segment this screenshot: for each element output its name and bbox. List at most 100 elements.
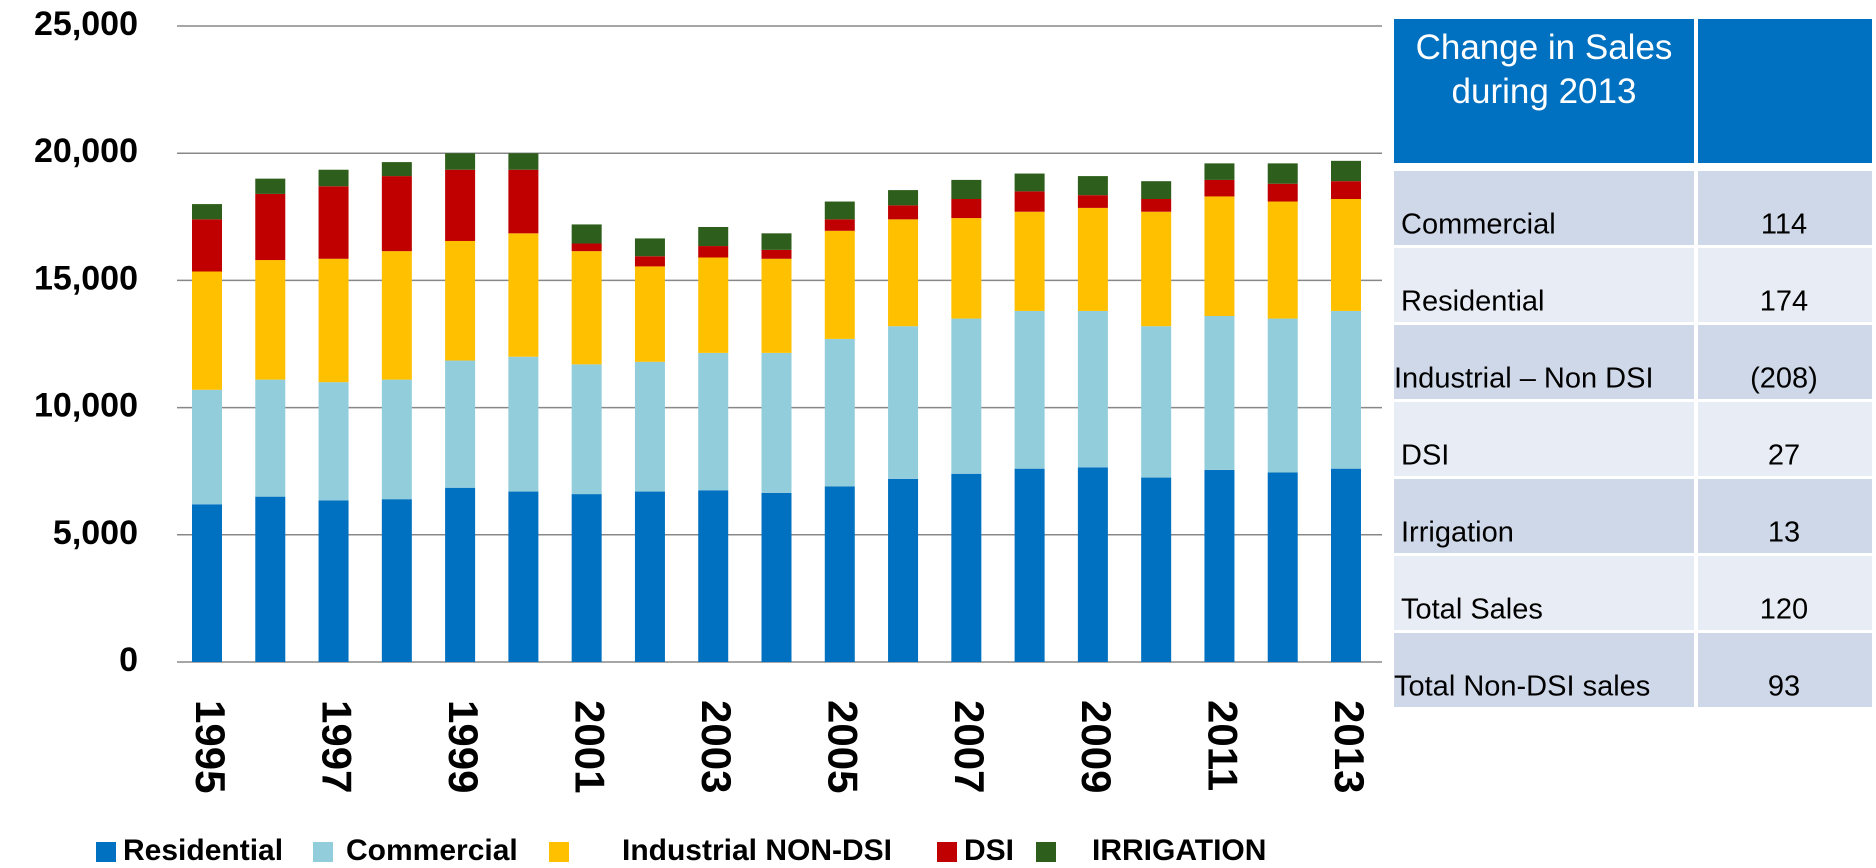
bar-segment: [381, 176, 412, 252]
bar-segment: [255, 496, 286, 662]
bar-segment: [318, 186, 349, 259]
legend-swatch: [313, 842, 333, 862]
table-label: Commercial: [1401, 209, 1556, 241]
table-value: 114: [1761, 209, 1807, 241]
legend-label: Residential: [123, 834, 283, 867]
bar-segment: [571, 251, 602, 365]
bar-segment: [508, 356, 539, 492]
bar-segment: [1141, 477, 1172, 662]
legend-label: IRRIGATION: [1092, 834, 1266, 867]
bar-segment: [634, 266, 665, 362]
table-cell: [1394, 325, 1694, 399]
bar-segment: [1014, 468, 1045, 662]
bar-segment: [445, 487, 476, 662]
bar-segment: [381, 379, 412, 500]
table-value: 93: [1768, 671, 1800, 703]
bar-segment: [1331, 310, 1361, 469]
bar-segment: [192, 504, 222, 662]
bar-segment: [1014, 211, 1045, 311]
bar-segment: [761, 258, 792, 353]
bar-segment: [1267, 201, 1298, 319]
x-tick-label: 2009: [1073, 700, 1120, 793]
bar-segment: [1267, 472, 1298, 662]
bar-segment: [1204, 469, 1235, 662]
bar-segment: [1204, 316, 1235, 470]
y-tick-label: 5,000: [53, 514, 138, 552]
legend-swatch: [937, 842, 957, 862]
bar-segment: [318, 382, 349, 501]
bar-segment: [508, 169, 539, 234]
table-cell: [1698, 633, 1872, 707]
bar-segment: [951, 318, 982, 474]
bar-segment: [255, 260, 286, 380]
bar-segment: [318, 169, 349, 187]
y-tick-label: 0: [119, 641, 138, 679]
bar-segment: [508, 491, 539, 662]
bar-segment: [1204, 179, 1235, 197]
bar-segment: [192, 219, 222, 272]
x-tick-label: 1995: [187, 700, 234, 793]
table-cell: [1394, 248, 1694, 322]
x-tick-label: 2001: [567, 700, 614, 793]
y-tick-label: 10,000: [34, 387, 138, 425]
bar-segment: [1014, 191, 1045, 212]
table-header-cell: [1394, 19, 1694, 163]
bar-segment: [192, 389, 222, 505]
bar-segment: [571, 494, 602, 662]
bar-segment: [571, 364, 602, 495]
bar-segment: [888, 478, 919, 662]
bar-segment: [445, 153, 476, 170]
bar-segment: [318, 258, 349, 383]
y-tick-label: 15,000: [34, 259, 138, 297]
bar-segment: [698, 257, 729, 353]
bar-segment: [761, 233, 792, 250]
bar-segment: [318, 500, 349, 662]
table-cell: [1698, 325, 1872, 399]
table-cell: [1698, 248, 1872, 322]
bar-segment: [824, 486, 855, 662]
bar-segment: [761, 352, 792, 493]
x-tick-label: 2011: [1199, 700, 1246, 791]
bar-segment: [571, 243, 602, 252]
bar-segment: [1141, 326, 1172, 478]
x-tick-label: 1999: [440, 700, 487, 793]
table-label: DSI: [1401, 440, 1449, 472]
bar-segment: [508, 233, 539, 357]
bar-segment: [571, 224, 602, 244]
table-cell: [1698, 556, 1872, 630]
bar-segment: [445, 360, 476, 488]
table-value: 27: [1768, 440, 1800, 472]
legend-label: Industrial NON-DSI: [622, 834, 892, 867]
table-cell: [1394, 171, 1694, 245]
bar-segment: [1077, 176, 1108, 196]
bar-segment: [634, 361, 665, 492]
bar-segment: [1331, 468, 1361, 662]
table-label: Residential: [1401, 286, 1544, 318]
bar-segment: [1267, 318, 1298, 473]
bar-segment: [698, 352, 729, 491]
bar-segment: [1077, 467, 1108, 662]
bar-segment: [1141, 198, 1172, 212]
legend-label: Commercial: [346, 834, 518, 867]
bar-segment: [381, 499, 412, 662]
bar-segment: [381, 162, 412, 177]
bar-segment: [951, 218, 982, 319]
table-header-cell: [1698, 19, 1872, 163]
bar-segment: [1331, 198, 1361, 311]
bar-segment: [1141, 181, 1172, 199]
table-label: Total Non-DSI sales: [1394, 671, 1650, 703]
table-cell: [1394, 556, 1694, 630]
bar-segment: [192, 204, 222, 220]
bar-segment: [1267, 163, 1298, 184]
legend-swatch: [96, 842, 116, 862]
bar-segment: [634, 238, 665, 257]
y-tick-label: 20,000: [34, 132, 138, 170]
bar-segment: [1077, 195, 1108, 208]
bar-segment: [951, 179, 982, 199]
bar-segment: [951, 473, 982, 662]
table-header: Change in Sales during 2013: [1416, 28, 1673, 111]
table-cell: [1394, 479, 1694, 553]
bar-segment: [1141, 211, 1172, 327]
legend-label: DSI: [964, 834, 1014, 867]
